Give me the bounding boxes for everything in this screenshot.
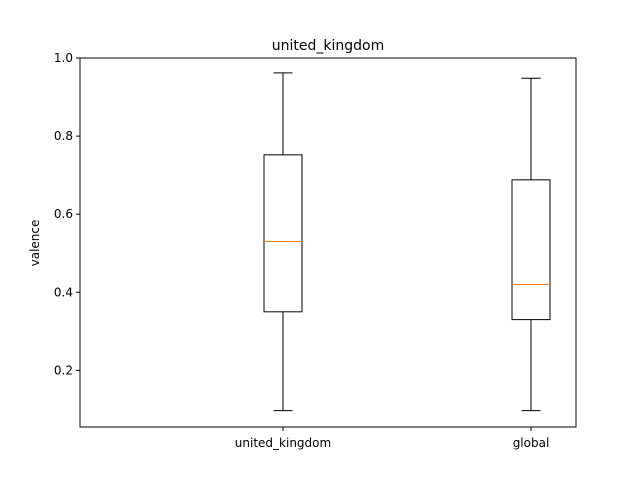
plot-area: 0.2 0.4 0.6 0.8 1.0 united_kingdom global xyxy=(54,51,551,450)
y-tick-label: 0.2 xyxy=(54,363,73,377)
y-tick-label: 0.8 xyxy=(54,129,73,143)
y-tick-label: 1.0 xyxy=(54,51,73,65)
y-axis-label: valence xyxy=(28,220,42,267)
chart-title: united_kingdom xyxy=(272,38,384,54)
axes-frame xyxy=(79,57,577,428)
box-iqr xyxy=(511,179,551,321)
box-iqr xyxy=(263,154,303,313)
x-tick-label: global xyxy=(513,436,550,450)
y-tick-label: 0.4 xyxy=(54,285,73,299)
y-tick-label: 0.6 xyxy=(54,207,73,221)
x-tick-label: united_kingdom xyxy=(235,436,331,450)
